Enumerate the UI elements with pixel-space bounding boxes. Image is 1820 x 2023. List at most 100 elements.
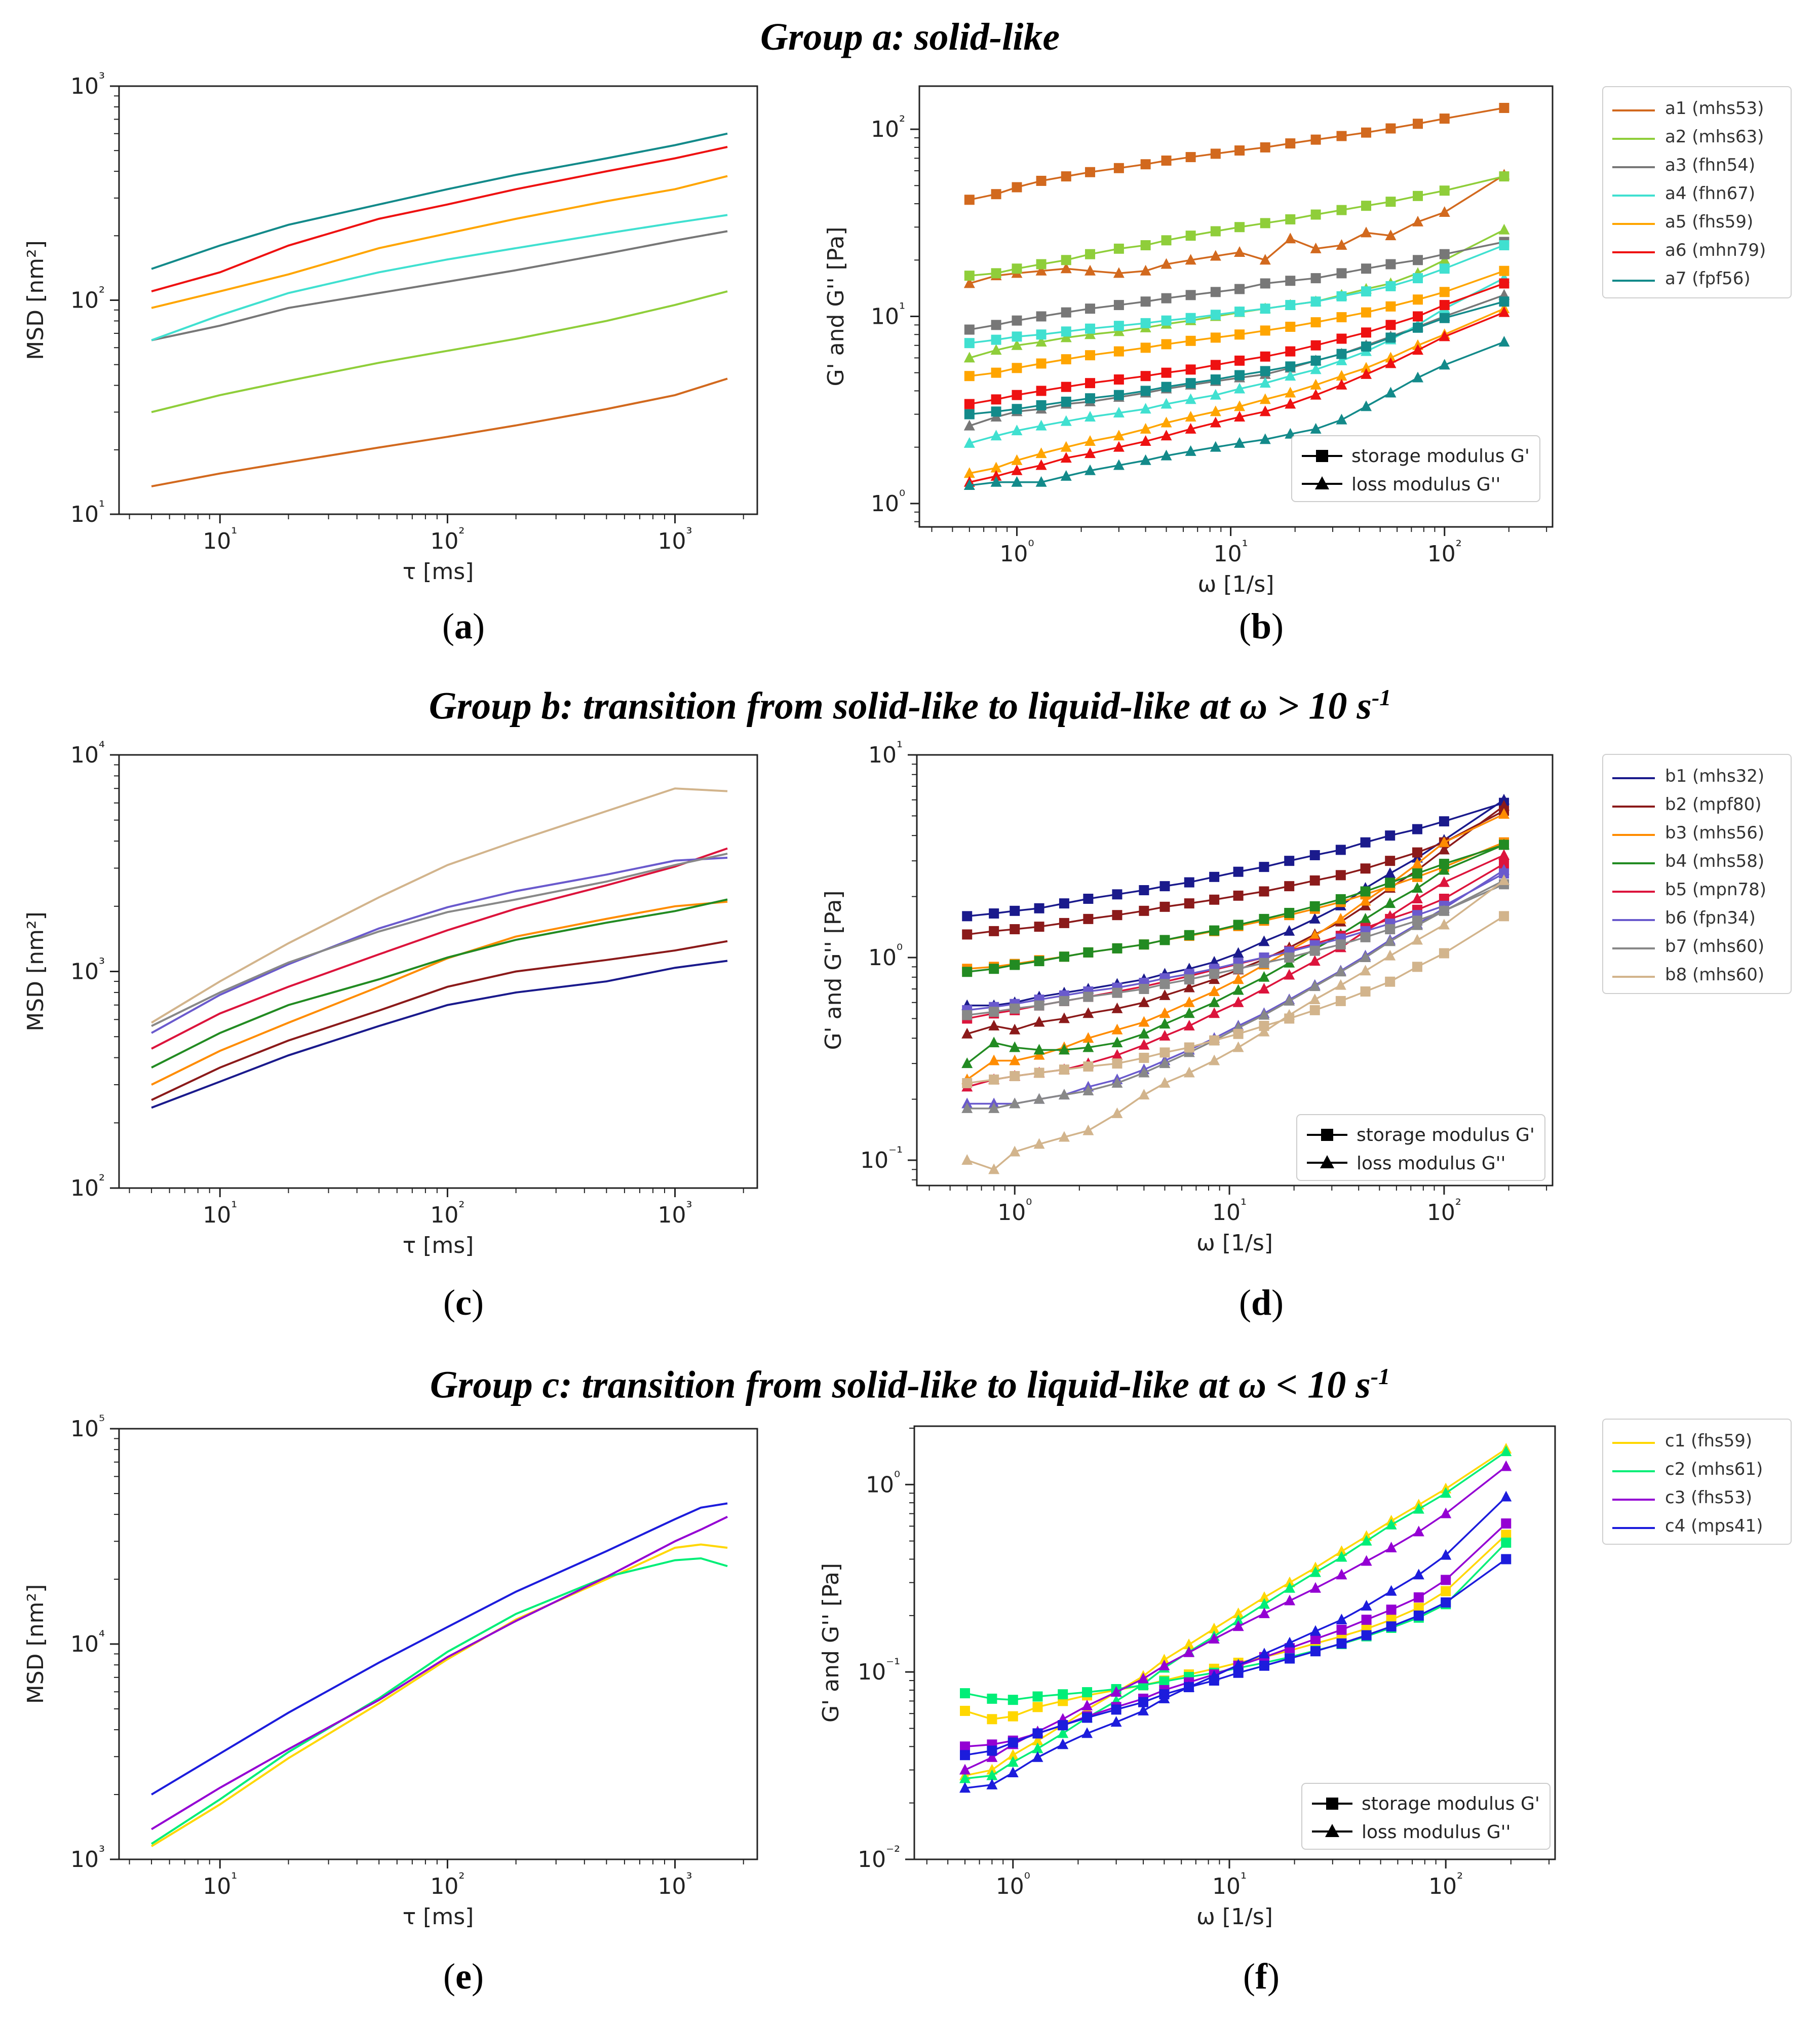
data-point bbox=[1385, 1542, 1397, 1553]
data-point bbox=[1336, 413, 1347, 425]
group-c-heading: Group c: transition from solid-like to l… bbox=[430, 1363, 1390, 1406]
data-point bbox=[1361, 327, 1372, 338]
data-point bbox=[1111, 1023, 1123, 1035]
series-line bbox=[964, 1558, 1507, 1756]
data-point bbox=[1036, 386, 1047, 396]
data-point bbox=[1259, 393, 1271, 404]
x-tick-label: 10¹ bbox=[203, 525, 237, 554]
data-point bbox=[1082, 1687, 1093, 1698]
data-point bbox=[1085, 167, 1096, 177]
data-point bbox=[986, 1778, 998, 1789]
data-point bbox=[989, 1007, 999, 1017]
legend-label: c3 (fhs53) bbox=[1665, 1487, 1753, 1508]
data-point bbox=[989, 1074, 999, 1085]
legend-label: a5 (fhs59) bbox=[1665, 212, 1754, 232]
data-point bbox=[1336, 1551, 1347, 1562]
y-tick-label: 10⁵ bbox=[70, 1413, 105, 1442]
data-point bbox=[962, 967, 973, 977]
data-point bbox=[1336, 1545, 1347, 1556]
data-point bbox=[1010, 924, 1020, 935]
data-point bbox=[1183, 1066, 1195, 1078]
data-point bbox=[1336, 1614, 1347, 1625]
data-point bbox=[1284, 995, 1295, 1006]
data-point bbox=[964, 338, 975, 349]
data-point bbox=[1159, 901, 1170, 912]
x-tick-label: 10⁰ bbox=[999, 538, 1034, 567]
data-point bbox=[1385, 197, 1396, 207]
data-point bbox=[1284, 881, 1295, 892]
data-point bbox=[1112, 910, 1122, 921]
series-line bbox=[151, 900, 728, 1086]
data-point bbox=[1259, 1660, 1269, 1671]
data-point bbox=[1008, 1711, 1018, 1722]
data-point bbox=[1310, 317, 1321, 328]
data-point bbox=[1233, 890, 1244, 901]
caption-c: (c) bbox=[443, 1282, 484, 1323]
legend-swatch bbox=[1612, 1499, 1655, 1501]
panel-f: 10⁰ 10¹ 10² 10⁻² 10⁻¹ 10⁰ ω [1/s] G' and G'' [P… bbox=[818, 1425, 1556, 1930]
data-point bbox=[1413, 119, 1423, 129]
data-point bbox=[963, 352, 975, 363]
data-point bbox=[1232, 947, 1244, 958]
data-point bbox=[1310, 363, 1322, 374]
data-point bbox=[1360, 895, 1371, 906]
data-point bbox=[1501, 1530, 1512, 1540]
data-point bbox=[1140, 240, 1151, 251]
data-point bbox=[1413, 255, 1423, 265]
data-point bbox=[989, 908, 999, 919]
data-point bbox=[1059, 1064, 1069, 1075]
series-line bbox=[151, 1543, 728, 1847]
legend-label: a1 (mhs53) bbox=[1665, 98, 1764, 119]
series-line bbox=[967, 842, 1504, 970]
data-point bbox=[1309, 945, 1320, 956]
data-point bbox=[1361, 1599, 1372, 1611]
data-point bbox=[1009, 1097, 1021, 1109]
series-line bbox=[966, 915, 1504, 1084]
data-point bbox=[1159, 1029, 1171, 1041]
data-point bbox=[960, 1688, 971, 1699]
data-point bbox=[1385, 332, 1396, 343]
data-point bbox=[1113, 243, 1124, 254]
data-point bbox=[1139, 983, 1149, 994]
data-point bbox=[1007, 1749, 1019, 1760]
data-point bbox=[1310, 378, 1322, 390]
moduli-legend bbox=[1291, 435, 1540, 502]
data-point bbox=[1085, 350, 1096, 361]
x-tick-label: 10² bbox=[430, 1870, 464, 1899]
data-point bbox=[960, 1705, 971, 1716]
series-line bbox=[151, 940, 728, 1101]
x-axis-label: ω [1/s] bbox=[1196, 1230, 1273, 1256]
data-point bbox=[987, 1745, 997, 1756]
data-point bbox=[1309, 1625, 1321, 1636]
data-point bbox=[1385, 387, 1397, 398]
data-point bbox=[1209, 871, 1220, 882]
data-point bbox=[1185, 231, 1196, 241]
data-point bbox=[1360, 912, 1371, 924]
data-point bbox=[1413, 273, 1423, 284]
data-point bbox=[1336, 378, 1347, 390]
data-point bbox=[1035, 476, 1047, 487]
data-point bbox=[1385, 856, 1396, 866]
y-tick-label: 10¹ bbox=[70, 498, 105, 527]
data-point bbox=[1160, 416, 1172, 428]
data-point bbox=[1034, 1000, 1044, 1011]
data-point bbox=[1440, 1487, 1452, 1498]
data-point bbox=[1111, 1002, 1123, 1013]
data-point bbox=[1113, 321, 1124, 331]
data-point bbox=[1007, 1756, 1019, 1767]
data-point bbox=[1439, 859, 1449, 869]
data-point bbox=[964, 195, 975, 205]
data-point bbox=[1284, 952, 1295, 963]
data-point bbox=[1158, 1654, 1170, 1665]
data-point bbox=[1012, 404, 1022, 414]
data-point bbox=[962, 1078, 973, 1088]
data-point bbox=[1036, 175, 1047, 186]
y-axis-label: G' and G'' [Pa] bbox=[821, 890, 846, 1050]
data-point bbox=[1285, 214, 1296, 224]
data-point bbox=[1384, 897, 1396, 908]
data-point bbox=[1085, 323, 1096, 334]
data-point bbox=[1210, 441, 1221, 452]
series-line bbox=[151, 847, 728, 1050]
data-point bbox=[1185, 423, 1196, 434]
